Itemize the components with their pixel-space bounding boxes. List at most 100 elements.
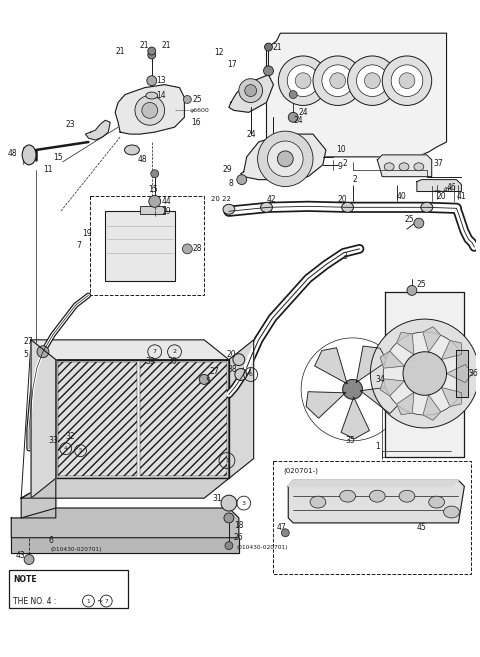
Circle shape [148,47,156,55]
Ellipse shape [384,163,394,171]
Circle shape [239,79,263,102]
Ellipse shape [310,496,326,508]
Text: 19: 19 [162,207,171,215]
Circle shape [277,151,293,167]
Text: 28: 28 [192,244,202,254]
Text: 5: 5 [79,448,82,453]
Text: 27: 27 [209,367,219,376]
Circle shape [224,513,234,523]
Circle shape [287,65,319,97]
Circle shape [313,56,362,105]
Bar [90,196,204,296]
Circle shape [233,353,245,365]
Circle shape [245,85,257,97]
Text: 1: 1 [375,442,380,451]
Text: 12: 12 [214,49,224,58]
Text: 11: 11 [43,165,52,174]
Circle shape [371,319,479,428]
Circle shape [183,95,192,103]
Circle shape [258,131,313,187]
Text: 26: 26 [234,533,243,542]
Text: 25: 25 [417,280,427,289]
Circle shape [147,76,156,85]
Polygon shape [21,478,56,518]
Text: 20: 20 [437,192,446,201]
Text: 24: 24 [293,116,303,125]
Text: 44: 44 [162,197,171,206]
Ellipse shape [124,145,139,155]
Text: φ6600: φ6600 [189,108,209,113]
Text: 35: 35 [346,436,355,445]
Text: 21: 21 [273,43,282,51]
Text: 33: 33 [49,436,59,445]
Text: 7: 7 [77,241,82,250]
Circle shape [148,51,156,59]
Circle shape [267,141,303,177]
Polygon shape [423,327,441,352]
Text: 21: 21 [162,41,171,49]
Circle shape [343,380,362,399]
Text: 39: 39 [146,357,156,366]
Text: 19: 19 [83,229,92,238]
Polygon shape [356,346,387,382]
Circle shape [288,112,298,122]
Text: 48: 48 [7,149,17,158]
Circle shape [383,332,467,415]
Polygon shape [31,340,56,498]
Circle shape [357,65,388,97]
Polygon shape [56,359,229,478]
Circle shape [264,66,274,76]
Polygon shape [266,34,446,160]
Polygon shape [306,392,346,418]
Polygon shape [456,350,468,397]
Polygon shape [417,179,461,191]
Circle shape [364,73,380,89]
Text: 14: 14 [156,91,167,100]
Text: 25: 25 [192,95,202,104]
Polygon shape [241,134,326,179]
Text: 41: 41 [456,192,466,201]
Text: 37: 37 [434,159,444,168]
Polygon shape [423,395,441,420]
Text: 7: 7 [153,350,157,354]
Text: (020701-): (020701-) [283,467,318,474]
Ellipse shape [340,490,356,502]
Text: THE NO. 4 :: THE NO. 4 : [13,597,59,606]
Bar [274,461,471,574]
Text: 27: 27 [23,337,33,346]
Bar [105,212,175,281]
Text: 45: 45 [417,524,427,532]
Polygon shape [21,478,229,498]
Circle shape [225,541,233,550]
Text: 2: 2 [343,159,348,168]
Text: 42: 42 [266,195,276,204]
Circle shape [403,351,446,396]
Ellipse shape [22,145,36,165]
Polygon shape [31,340,229,359]
Polygon shape [385,292,464,457]
Ellipse shape [444,506,459,518]
Text: 13: 13 [156,76,165,85]
Text: 4: 4 [64,446,67,451]
Text: 16: 16 [192,118,201,127]
Polygon shape [360,386,400,413]
Circle shape [348,56,397,105]
Polygon shape [341,397,370,439]
Text: 9: 9 [338,162,343,171]
Circle shape [407,286,417,296]
Text: (010430-020701): (010430-020701) [51,547,102,552]
Text: 2: 2 [172,350,177,354]
Circle shape [221,495,237,511]
Circle shape [295,73,311,89]
Polygon shape [446,365,472,382]
Polygon shape [12,508,239,537]
Circle shape [278,56,328,105]
Text: 2: 2 [353,175,357,184]
Circle shape [24,555,34,564]
Text: 5: 5 [23,350,28,359]
Text: 46: 46 [446,183,456,192]
Text: 3: 3 [343,252,348,261]
Text: 34: 34 [375,375,385,384]
Text: 17: 17 [227,60,237,70]
Polygon shape [442,340,462,359]
